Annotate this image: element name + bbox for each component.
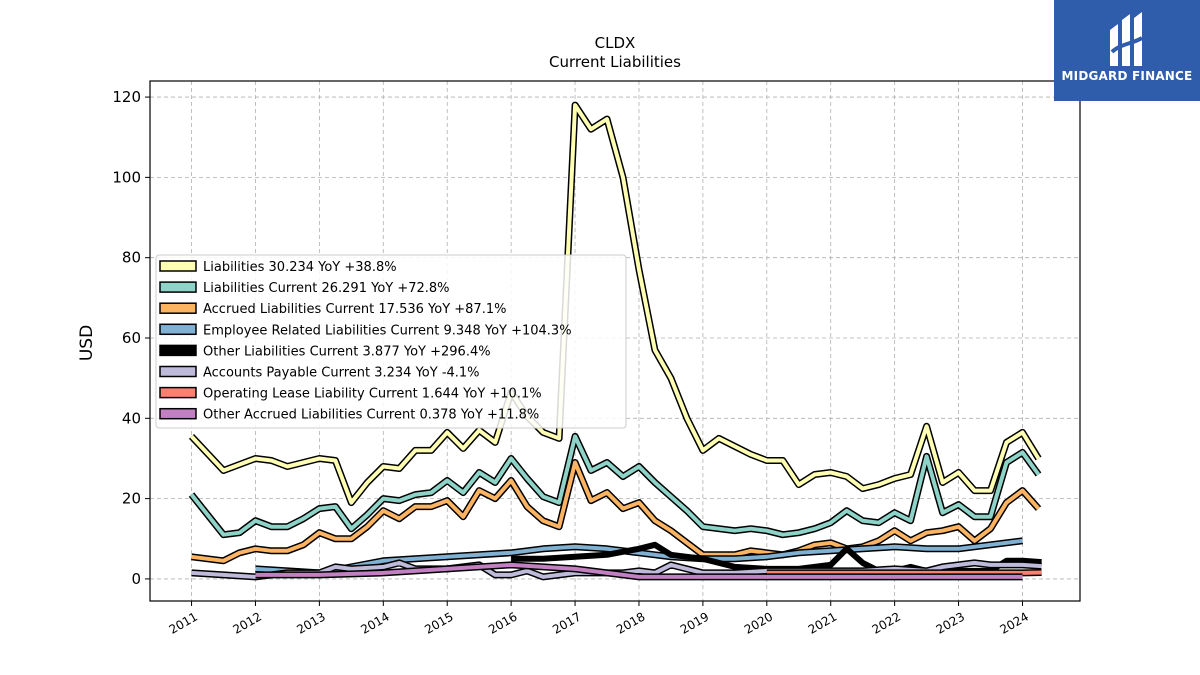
legend-box (155, 254, 627, 429)
legend-label: Other Liabilities Current 3.877 YoY +296… (203, 344, 491, 359)
y-tick-label: 40 (122, 409, 141, 427)
legend-label: Other Accrued Liabilities Current 0.378 … (203, 408, 539, 423)
series-line (191, 459, 1042, 565)
x-tick-label: 2014 (358, 609, 391, 636)
x-tick-label: 2016 (486, 609, 519, 636)
y-tick-label: 120 (112, 88, 141, 106)
legend-item: Liabilities Current 26.291 YoY +72.8% (159, 281, 450, 296)
series-line (188, 432, 1042, 539)
x-tick-label: 2023 (934, 609, 967, 636)
legend-swatch (159, 260, 197, 272)
legend-label: Employee Related Liabilities Current 9.3… (203, 323, 572, 338)
legend-swatch (159, 302, 197, 314)
chart-title: CLDX (595, 34, 636, 52)
x-tick-label: 2022 (870, 609, 903, 636)
midgard-logo-icon (1110, 12, 1144, 66)
y-tick-label: 60 (122, 329, 141, 347)
series-stroke (190, 103, 1041, 505)
series-stroke (189, 434, 1041, 537)
logo-text: MIDGARD FINANCE (1061, 69, 1193, 83)
y-tick-label: 80 (122, 249, 141, 267)
legend-swatch (159, 386, 197, 399)
legend-label: Accrued Liabilities Current 17.536 YoY +… (203, 302, 506, 317)
series-layer (188, 101, 1042, 581)
series-line (255, 561, 1023, 581)
legend-item: Operating Lease Liability Current 1.644 … (159, 386, 542, 402)
legend-item: Employee Related Liabilities Current 9.3… (159, 323, 572, 338)
legend-item: Accounts Payable Current 3.234 YoY -4.1% (159, 365, 480, 381)
chart-subtitle: Current Liabilities (549, 53, 681, 71)
y-axis-label: USD (77, 325, 97, 361)
x-tick-label: 2013 (294, 609, 327, 636)
legend-item: Other Accrued Liabilities Current 0.378 … (159, 407, 539, 423)
y-axis: 0 20 40 60 80 100 120 (112, 88, 150, 588)
series-stroke (255, 562, 1023, 579)
legend-label: Accounts Payable Current 3.234 YoY -4.1% (203, 366, 480, 381)
legend-item: Accrued Liabilities Current 17.536 YoY +… (159, 302, 506, 317)
series-line (188, 101, 1042, 507)
x-tick-label: 2018 (614, 609, 647, 636)
x-tick-label: 2012 (231, 609, 264, 636)
x-tick-label: 2017 (550, 609, 583, 636)
legend: Liabilities 30.234 YoY +38.8% Liabilities… (155, 254, 627, 429)
x-tick-label: 2011 (167, 609, 200, 636)
plot-frame (149, 80, 1081, 602)
series-stroke (191, 460, 1040, 563)
legend-swatch (159, 281, 197, 293)
x-tick-label: 2019 (678, 609, 711, 636)
legend-label: Operating Lease Liability Current 1.644 … (203, 387, 542, 402)
y-tick-label: 100 (112, 168, 141, 186)
legend-label: Liabilities Current 26.291 YoY +72.8% (203, 281, 450, 296)
legend-swatch (159, 323, 197, 336)
x-axis: 2011 2012 2013 2014 2015 2016 2017 2018 2019 2020… (167, 601, 1031, 637)
legend-item: Liabilities 30.234 YoY +38.8% (159, 260, 397, 275)
x-tick-label: 2020 (742, 609, 775, 636)
legend-item: Other Liabilities Current 3.877 YoY +296… (159, 344, 491, 359)
legend-swatch (159, 344, 197, 357)
x-tick-label: 2015 (422, 609, 455, 636)
x-tick-label: 2021 (806, 609, 839, 636)
y-tick-label: 0 (131, 570, 141, 588)
x-tick-label: 2024 (998, 609, 1031, 636)
legend-swatch (159, 365, 197, 378)
y-tick-label: 20 (122, 490, 141, 508)
legend-label: Liabilities 30.234 YoY +38.8% (203, 260, 397, 275)
legend-swatch (159, 407, 197, 420)
midgard-logo: MIDGARD FINANCE (1054, 0, 1200, 101)
